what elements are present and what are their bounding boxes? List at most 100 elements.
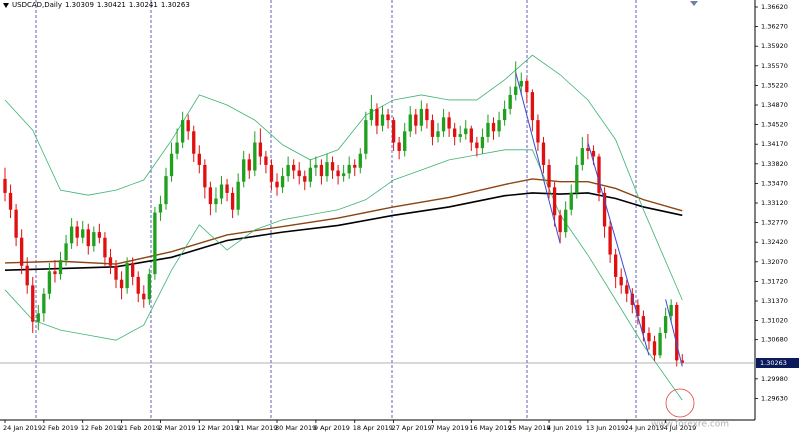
candle-body [369, 108, 374, 121]
candle-body [647, 332, 651, 342]
candle-body [347, 164, 351, 174]
candle-body [536, 120, 540, 143]
x-tick-label: 16 May 2019 [469, 424, 511, 432]
candle-body [608, 226, 612, 255]
candle-body [680, 360, 684, 363]
candle-body [508, 94, 512, 109]
candle-body [136, 276, 140, 294]
candle-body [225, 184, 229, 193]
candle-body [197, 153, 201, 165]
candle-body [230, 192, 235, 210]
candle-body [652, 341, 657, 356]
y-tick-label: 1.30680 [761, 336, 788, 344]
candle-body [658, 332, 662, 356]
candle-body [81, 229, 85, 238]
trend-line [515, 72, 561, 244]
x-tick-label: 21 Feb 2019 [120, 424, 160, 432]
candle-body [502, 108, 507, 121]
candle-body [430, 120, 435, 137]
candle-body [602, 192, 607, 227]
x-tick-label: 12 Feb 2019 [81, 424, 121, 432]
x-tick-label: 13 Jun 2019 [586, 424, 625, 432]
y-tick-label: 1.35570 [761, 62, 788, 70]
y-tick-label: 1.36270 [761, 23, 788, 31]
candle-body [414, 114, 418, 126]
candle-body [114, 265, 118, 280]
candle-body [441, 117, 446, 132]
candle-body [525, 80, 529, 93]
candle-body [353, 164, 357, 168]
candle-body [336, 170, 340, 177]
candle-body [64, 243, 68, 261]
y-tick-label: 1.34870 [761, 101, 788, 109]
indicator-line [4, 54, 683, 301]
y-tick-label: 1.33120 [761, 199, 788, 207]
y-tick-label: 1.33820 [761, 160, 788, 168]
candle-body [219, 184, 224, 199]
y-tick-label: 1.34520 [761, 121, 788, 129]
y-tick-label: 1.32420 [761, 238, 788, 246]
candle-body [497, 120, 501, 132]
x-tick-label: 25 May 2019 [508, 424, 550, 432]
candle-body [552, 187, 557, 216]
candle-body [275, 181, 279, 188]
ohlc-open: 1.30309 [64, 1, 94, 9]
candle-body [247, 159, 251, 171]
candle-body [47, 271, 52, 294]
x-tick-label: 2 Mar 2019 [158, 424, 195, 432]
candle-body [242, 159, 246, 182]
x-tick-label: 7 May 2019 [430, 424, 468, 432]
candle-body [558, 215, 562, 233]
y-tick-label: 1.31370 [761, 297, 788, 305]
candle-body [119, 279, 124, 289]
candle-body [386, 114, 390, 121]
candle-body [641, 316, 646, 333]
x-tick-label: 9 Apr 2019 [314, 424, 350, 432]
x-tick-label: 24 Jan 2019 [3, 424, 42, 432]
candle-body [541, 142, 546, 165]
candle-body [292, 164, 296, 171]
candle-body [469, 128, 473, 143]
y-tick-label: 1.32070 [761, 258, 788, 266]
candle-body [341, 173, 346, 177]
x-tick-label: 2 Feb 2019 [42, 424, 78, 432]
candle-body [14, 209, 18, 238]
ohlc-low: 1.30241 [128, 1, 158, 9]
candle-body [514, 86, 518, 95]
watermark: www.forexre.com [651, 420, 729, 430]
candle-body [164, 176, 168, 205]
candle-body [303, 176, 307, 182]
candle-body [564, 209, 568, 233]
y-tick-label: 1.36620 [761, 3, 788, 11]
scroll-arrow[interactable] [690, 1, 698, 6]
candle-body [147, 274, 151, 300]
candle-body [569, 192, 573, 210]
candle-body [519, 80, 523, 87]
candle-body [669, 304, 673, 317]
candle-body [458, 134, 462, 137]
candle-body [425, 108, 429, 121]
trend-line [587, 142, 650, 356]
candle-body [636, 304, 640, 317]
candle-body [253, 142, 257, 171]
candle-body [325, 162, 329, 177]
candle-body [25, 265, 29, 286]
candle-body [186, 120, 190, 132]
indicator-line [4, 192, 683, 271]
candle-body [330, 162, 335, 171]
candle-body [591, 150, 596, 157]
candle-body [258, 142, 263, 157]
candle-body [530, 92, 535, 121]
candle-body [314, 164, 318, 168]
candle-body [397, 142, 401, 151]
candle-body [580, 148, 585, 165]
candle-body [19, 237, 24, 266]
candle-body [663, 316, 668, 333]
candle-body [92, 232, 96, 247]
candle-body [42, 293, 46, 314]
candle-body [364, 120, 368, 154]
candle-body [86, 229, 90, 247]
header-icon [3, 2, 9, 8]
candle-body [453, 128, 457, 137]
